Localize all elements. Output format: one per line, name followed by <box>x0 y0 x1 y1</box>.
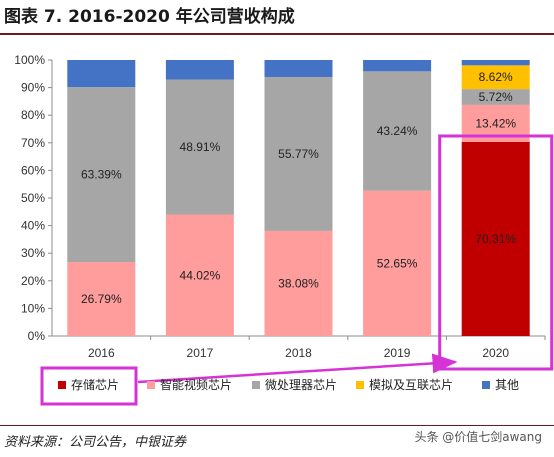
bar-segment-2016-2 <box>67 87 136 263</box>
y-tick-label: 60% <box>21 163 45 177</box>
legend-swatch-0 <box>58 381 66 389</box>
x-tick-label: 2018 <box>285 346 312 360</box>
highlight-arrow <box>137 353 458 384</box>
legend-highlight-box <box>40 366 138 406</box>
y-tick-label: 10% <box>21 301 45 315</box>
bar-segment-2017-2 <box>165 79 234 215</box>
data-label: 5.72% <box>479 90 513 104</box>
legend-swatch-1 <box>147 381 155 389</box>
legend-label: 智能视频芯片 <box>160 377 232 392</box>
data-label: 70.31% <box>475 232 516 246</box>
bar-segment-2018-1 <box>264 230 333 336</box>
x-tick-label: 2020 <box>482 346 509 360</box>
legend-label: 微处理器芯片 <box>265 378 337 392</box>
legend-label: 存储芯片 <box>71 377 119 392</box>
chart-title: 图表 7. 2016-2020 年公司营收构成 <box>4 7 295 27</box>
y-tick-label: 50% <box>21 191 45 205</box>
stacked-bar-chart: 0% 10% 20% 30% 40% 50% 60% 70% 80% 90% 100% 2016 201… <box>14 53 554 406</box>
bar-segment-2017-4 <box>165 60 234 80</box>
bar-segment-2019-2 <box>363 71 432 191</box>
bar-segment-2019-1 <box>363 190 432 336</box>
x-tick-label: 2017 <box>187 346 214 360</box>
bar-segment-2020-3 <box>461 65 530 90</box>
y-tick-label: 70% <box>21 136 45 150</box>
y-tick-label: 20% <box>21 274 45 288</box>
legend-swatch-3 <box>356 381 364 389</box>
y-tick-label: 80% <box>21 108 45 122</box>
data-label: 44.02% <box>180 268 221 282</box>
legend-label: 模拟及互联芯片 <box>369 378 453 392</box>
bar-segment-2016-1 <box>67 262 136 336</box>
bar-segment-2016-4 <box>67 60 136 88</box>
bar-segment-2018-2 <box>264 76 333 231</box>
bar-segment-2017-1 <box>165 214 234 336</box>
legend-label: 其他 <box>495 378 519 392</box>
bar-segment-2018-4 <box>264 60 333 77</box>
data-label: 26.79% <box>81 292 122 306</box>
bar-segment-2020-2 <box>461 89 530 105</box>
data-label: 13.42% <box>475 116 516 130</box>
data-label: 48.91% <box>180 140 221 154</box>
legend-swatch-2 <box>252 381 260 389</box>
legend-swatch-4 <box>482 381 490 389</box>
data-label: 38.08% <box>278 276 319 290</box>
y-tick-label: 90% <box>21 81 45 95</box>
x-tick-label: 2019 <box>384 346 411 360</box>
x-tick-label: 2016 <box>88 346 115 360</box>
title-divider <box>0 33 554 35</box>
data-label: 8.62% <box>479 70 513 84</box>
data-label: 43.24% <box>377 124 418 138</box>
bar-segment-2019-4 <box>363 60 432 72</box>
data-label: 55.77% <box>278 147 319 161</box>
highlight-box-2020 <box>438 134 554 371</box>
source-divider <box>0 425 554 426</box>
y-tick-label: 0% <box>28 329 46 343</box>
data-label: 52.65% <box>377 256 418 270</box>
bar-segment-2020-4 <box>461 60 530 66</box>
y-tick-label: 30% <box>21 246 45 260</box>
y-tick-label: 40% <box>21 219 45 233</box>
watermark-text: 头条 @价值七剑awang <box>414 430 542 444</box>
source-note: 资料来源：公司公告，中银证券 <box>4 435 187 450</box>
y-tick-label: 100% <box>14 53 45 67</box>
data-label: 63.39% <box>81 168 122 182</box>
bar-segment-2020-0 <box>461 141 530 336</box>
